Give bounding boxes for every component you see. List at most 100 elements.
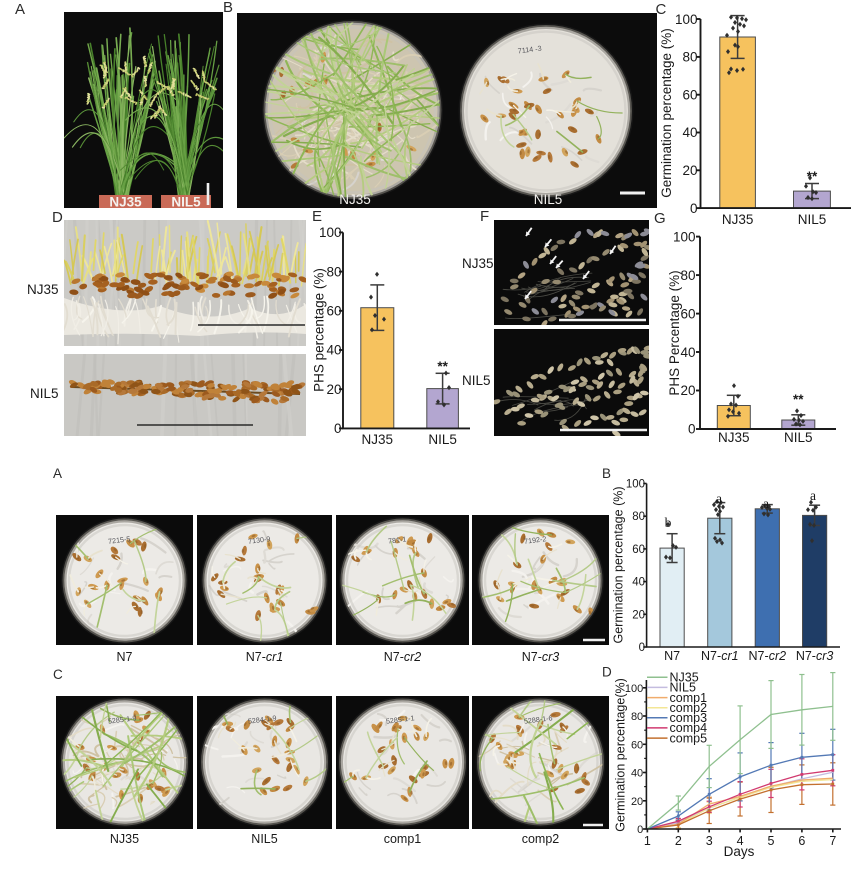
- svg-text:comp4: comp4: [670, 721, 708, 735]
- svg-text:PHS Percentage (%): PHS Percentage (%): [667, 270, 682, 395]
- svg-text:NJ35: NJ35: [670, 671, 699, 685]
- svg-text:comp1: comp1: [670, 691, 708, 705]
- svg-text:40: 40: [326, 343, 341, 358]
- svg-text:N7-cr3: N7-cr3: [796, 649, 834, 663]
- svg-text:NIL5: NIL5: [798, 212, 827, 227]
- svg-text:comp5: comp5: [670, 731, 708, 745]
- svg-text:5288-1-6: 5288-1-6: [523, 713, 553, 725]
- svg-text:3: 3: [706, 834, 713, 848]
- svg-text:1: 1: [644, 834, 651, 848]
- svg-text:NJ35: NJ35: [109, 195, 142, 210]
- svg-text:G: G: [654, 210, 666, 227]
- svg-text:**: **: [793, 392, 804, 407]
- svg-text:D: D: [52, 209, 63, 226]
- svg-text:NJ35: NJ35: [362, 432, 394, 447]
- svg-text:7192-2: 7192-2: [524, 534, 547, 546]
- svg-text:B: B: [602, 466, 611, 481]
- svg-text:N7-cr2: N7-cr2: [749, 649, 787, 663]
- svg-text:D: D: [602, 665, 612, 680]
- svg-text:5284-1-9: 5284-1-9: [247, 713, 277, 725]
- svg-text:80: 80: [632, 511, 645, 523]
- svg-text:comp3: comp3: [670, 711, 708, 725]
- svg-text:B: B: [223, 0, 233, 16]
- svg-text:40: 40: [682, 125, 697, 140]
- svg-text:N7-cr3: N7-cr3: [522, 650, 560, 664]
- svg-text:Days: Days: [724, 844, 755, 859]
- svg-text:A: A: [53, 466, 62, 481]
- svg-text:40: 40: [680, 345, 695, 360]
- svg-text:60: 60: [682, 87, 697, 102]
- svg-text:4: 4: [737, 834, 744, 848]
- svg-text:0: 0: [637, 824, 643, 836]
- svg-text:NJ35: NJ35: [462, 256, 494, 271]
- svg-text:Germination percentage (%): Germination percentage (%): [659, 28, 674, 198]
- svg-text:N7-cr1: N7-cr1: [246, 650, 284, 664]
- svg-text:NJ35: NJ35: [718, 430, 750, 445]
- svg-text:80: 80: [680, 268, 695, 283]
- svg-text:40: 40: [631, 768, 643, 780]
- svg-text:5285-1-1: 5285-1-1: [385, 713, 415, 725]
- svg-text:5285-1-9: 5285-1-9: [107, 713, 137, 725]
- svg-text:60: 60: [632, 544, 645, 556]
- svg-text:7114 -3: 7114 -3: [517, 44, 542, 56]
- svg-text:7215-5: 7215-5: [108, 534, 131, 546]
- svg-text:0: 0: [639, 642, 645, 654]
- svg-text:NIL5: NIL5: [171, 195, 201, 210]
- svg-text:100: 100: [319, 225, 342, 240]
- svg-text:NIL5: NIL5: [670, 681, 696, 695]
- svg-text:E: E: [312, 208, 322, 225]
- svg-text:a: a: [716, 491, 722, 506]
- svg-text:a: a: [763, 496, 769, 511]
- svg-text:NIL5: NIL5: [534, 192, 563, 207]
- svg-text:60: 60: [326, 304, 341, 319]
- svg-text:NIL5: NIL5: [30, 386, 59, 401]
- svg-text:0: 0: [334, 421, 342, 436]
- svg-text:40: 40: [632, 577, 645, 589]
- svg-text:6: 6: [798, 834, 805, 848]
- svg-text:100: 100: [673, 229, 696, 244]
- svg-text:80: 80: [631, 711, 643, 723]
- svg-text:20: 20: [326, 382, 341, 397]
- svg-text:**: **: [807, 169, 818, 184]
- svg-text:80: 80: [326, 264, 341, 279]
- svg-text:C: C: [53, 667, 63, 682]
- svg-text:Germination percentage (%): Germination percentage (%): [612, 486, 626, 643]
- svg-text:F: F: [480, 208, 489, 225]
- svg-text:781-1: 781-1: [388, 534, 407, 545]
- svg-text:A: A: [15, 1, 25, 18]
- svg-text:NJ35: NJ35: [27, 282, 59, 297]
- svg-text:C: C: [656, 1, 667, 18]
- svg-text:100: 100: [625, 683, 643, 695]
- svg-text:NIL5: NIL5: [428, 432, 457, 447]
- svg-text:N7: N7: [117, 650, 133, 664]
- svg-text:20: 20: [680, 383, 695, 398]
- svg-text:20: 20: [631, 796, 643, 808]
- svg-text:NIL5: NIL5: [462, 373, 491, 388]
- svg-text:NIL5: NIL5: [784, 430, 813, 445]
- svg-text:20: 20: [682, 163, 697, 178]
- svg-text:comp2: comp2: [670, 701, 708, 715]
- svg-text:5: 5: [768, 834, 775, 848]
- svg-text:NJ35: NJ35: [110, 832, 139, 846]
- svg-text:Germination percentage(%): Germination percentage(%): [614, 678, 628, 832]
- svg-text:NJ35: NJ35: [339, 192, 371, 207]
- svg-text:80: 80: [682, 50, 697, 65]
- svg-text:NJ35: NJ35: [722, 212, 754, 227]
- svg-text:7: 7: [829, 834, 836, 848]
- svg-text:0: 0: [690, 201, 698, 216]
- svg-text:0: 0: [688, 422, 696, 437]
- svg-text:b: b: [665, 515, 672, 530]
- svg-text:60: 60: [680, 306, 695, 321]
- svg-text:N7-cr2: N7-cr2: [384, 650, 422, 664]
- svg-text:comp2: comp2: [522, 832, 560, 846]
- svg-text:PHS percentage (%): PHS percentage (%): [312, 268, 327, 392]
- svg-text:2: 2: [675, 834, 682, 848]
- svg-text:a: a: [810, 488, 816, 503]
- svg-text:7130-9: 7130-9: [248, 534, 271, 546]
- svg-text:comp1: comp1: [384, 832, 422, 846]
- svg-text:60: 60: [631, 739, 643, 751]
- svg-text:N7: N7: [664, 649, 680, 663]
- svg-text:**: **: [437, 359, 448, 374]
- svg-text:100: 100: [626, 479, 645, 491]
- svg-text:N7-cr1: N7-cr1: [701, 649, 739, 663]
